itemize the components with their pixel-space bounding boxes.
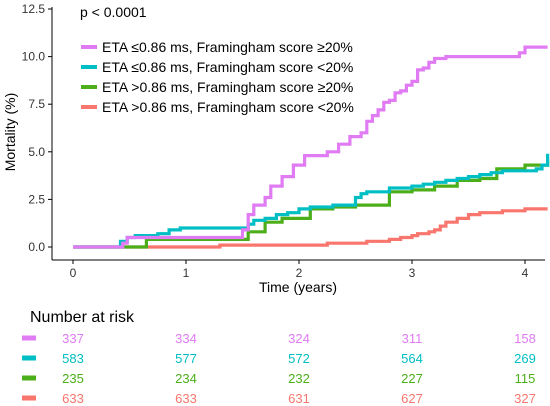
y-tick-label: 5.0 bbox=[28, 145, 45, 159]
risk-table: 337 334 324 311 158 583 577 572 564 269 235 234 232 2… bbox=[22, 331, 536, 406]
p-value-annotation: p < 0.0001 bbox=[80, 4, 147, 20]
risk-value: 337 bbox=[62, 331, 84, 346]
series-line-1 bbox=[73, 45, 548, 249]
legend-label-1: ETA ≤0.86 ms, Framingham score ≥20% bbox=[102, 39, 353, 55]
risk-value: 631 bbox=[288, 391, 310, 406]
risk-value: 577 bbox=[175, 351, 197, 366]
series-line-3 bbox=[73, 159, 550, 249]
axes: 0.0 2.5 5.0 7.5 10.0 12.5 0 1 2 3 4 bbox=[22, 2, 545, 280]
y-axis-title: Mortality (%) bbox=[2, 93, 18, 172]
y-tick-label: 7.5 bbox=[28, 97, 45, 111]
risk-value: 324 bbox=[288, 331, 310, 346]
x-tick-label: 4 bbox=[522, 266, 529, 280]
legend-label-2: ETA ≤0.86 ms, Framingham score <20% bbox=[102, 59, 353, 75]
risk-value: 583 bbox=[62, 351, 84, 366]
risk-value: 269 bbox=[514, 351, 536, 366]
risk-value: 234 bbox=[175, 371, 197, 386]
risk-value: 564 bbox=[401, 351, 423, 366]
risk-value: 327 bbox=[514, 391, 536, 406]
risk-value: 311 bbox=[402, 331, 423, 346]
x-tick-label: 1 bbox=[183, 266, 190, 280]
risk-value: 633 bbox=[175, 391, 197, 406]
risk-value: 232 bbox=[288, 371, 310, 386]
x-tick-label: 0 bbox=[70, 266, 77, 280]
legend: ETA ≤0.86 ms, Framingham score ≥20% ETA ≤… bbox=[81, 39, 354, 115]
x-tick-label: 3 bbox=[409, 266, 416, 280]
legend-label-4: ETA >0.86 ms, Framingham score <20% bbox=[102, 99, 354, 115]
risk-value: 627 bbox=[401, 391, 423, 406]
risk-value: 227 bbox=[401, 371, 423, 386]
risk-value: 235 bbox=[62, 371, 84, 386]
risk-value: 633 bbox=[62, 391, 84, 406]
x-tick-label: 2 bbox=[296, 266, 303, 280]
y-tick-label: 10.0 bbox=[22, 50, 46, 64]
legend-label-3: ETA >0.86 ms, Framingham score ≥20% bbox=[102, 79, 353, 95]
series-lines bbox=[73, 45, 550, 249]
y-tick-label: 0.0 bbox=[28, 240, 45, 254]
risk-value: 158 bbox=[514, 331, 536, 346]
risk-value: 115 bbox=[515, 371, 536, 386]
series-line-4 bbox=[73, 207, 548, 249]
risk-value: 572 bbox=[288, 351, 310, 366]
risk-value: 334 bbox=[175, 331, 197, 346]
x-axis-title: Time (years) bbox=[259, 279, 337, 295]
y-tick-label: 2.5 bbox=[28, 192, 45, 206]
y-tick-label: 12.5 bbox=[22, 2, 46, 16]
risk-table-title: Number at risk bbox=[30, 309, 135, 326]
series-line-2 bbox=[73, 153, 550, 249]
